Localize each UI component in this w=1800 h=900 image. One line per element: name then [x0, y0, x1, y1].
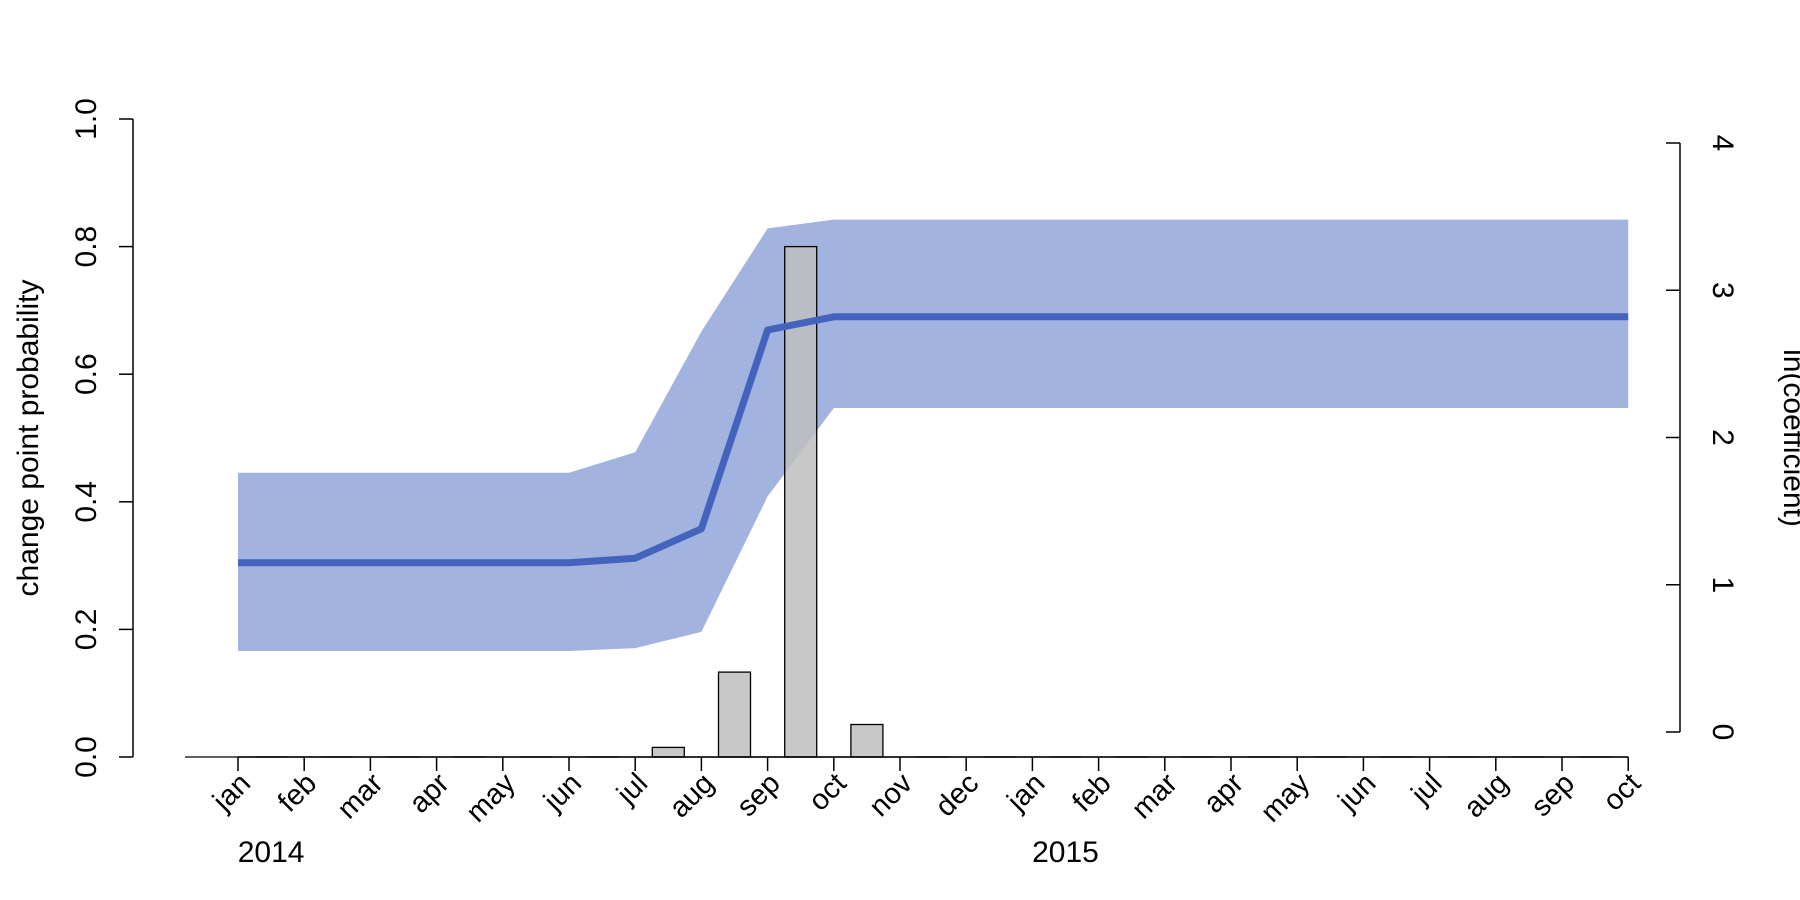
right-tick-label: 0 [1706, 724, 1739, 741]
left-axis-title: change point probability [12, 280, 45, 597]
x-tick-label: feb [272, 767, 323, 818]
year-label: 2014 [238, 836, 305, 869]
confidence-band-area [238, 219, 1629, 651]
confidence-band [238, 219, 1629, 651]
left-axis: 0.0 0.2 0.4 0.6 0.8 1.0 [70, 98, 134, 778]
right-axis: 0 1 2 3 4 [1666, 135, 1739, 741]
x-tick-label: jul [1405, 767, 1449, 811]
x-tick-label: aug [1458, 767, 1515, 824]
x-tick-label: mar [1126, 767, 1184, 825]
series-line [238, 313, 1629, 567]
right-tick-label: 4 [1706, 135, 1739, 152]
bar [717, 671, 752, 758]
left-tick-label: 0.6 [70, 353, 103, 395]
left-tick-label: 0.4 [70, 481, 103, 523]
x-tick-label: may [1255, 767, 1317, 829]
x-tick-label: jan [206, 767, 257, 818]
left-tick-label: 0.0 [70, 736, 103, 778]
right-tick-label: 3 [1706, 282, 1739, 299]
x-tick-label: jan [1001, 767, 1052, 818]
x-tick-label: aug [664, 767, 721, 824]
right-tick-label: 1 [1706, 576, 1739, 593]
x-tick-label: apr [403, 767, 456, 820]
x-tick-label: may [460, 767, 522, 829]
x-tick-label: nov [863, 767, 919, 823]
x-tick-label: apr [1198, 767, 1251, 820]
x-tick-label: sep [731, 767, 787, 823]
left-tick-label: 0.8 [70, 226, 103, 268]
x-tick-label: mar [331, 767, 389, 825]
x-tick-label: jun [1332, 767, 1383, 818]
year-label: 2015 [1032, 836, 1099, 869]
x-axis: jan feb mar apr may jun jul aug sep oct nov dec jan f… [206, 756, 1647, 869]
x-tick-label: sep [1525, 767, 1581, 823]
x-tick-label: jun [537, 767, 588, 818]
left-tick-label: 0.2 [70, 609, 103, 651]
line-group [238, 313, 1629, 567]
x-tick-label: oct [1597, 767, 1647, 817]
bar [784, 245, 818, 758]
right-tick-label: 2 [1706, 429, 1739, 446]
right-axis-title: ln(coefficient) [1777, 349, 1800, 527]
x-tick-label: feb [1066, 767, 1117, 818]
bar [850, 723, 884, 758]
x-tick-label: oct [803, 767, 853, 817]
x-tick-label: jul [610, 767, 654, 811]
x-tick-label: dec [929, 767, 985, 823]
left-tick-label: 1.0 [70, 98, 103, 140]
bar [651, 746, 685, 758]
